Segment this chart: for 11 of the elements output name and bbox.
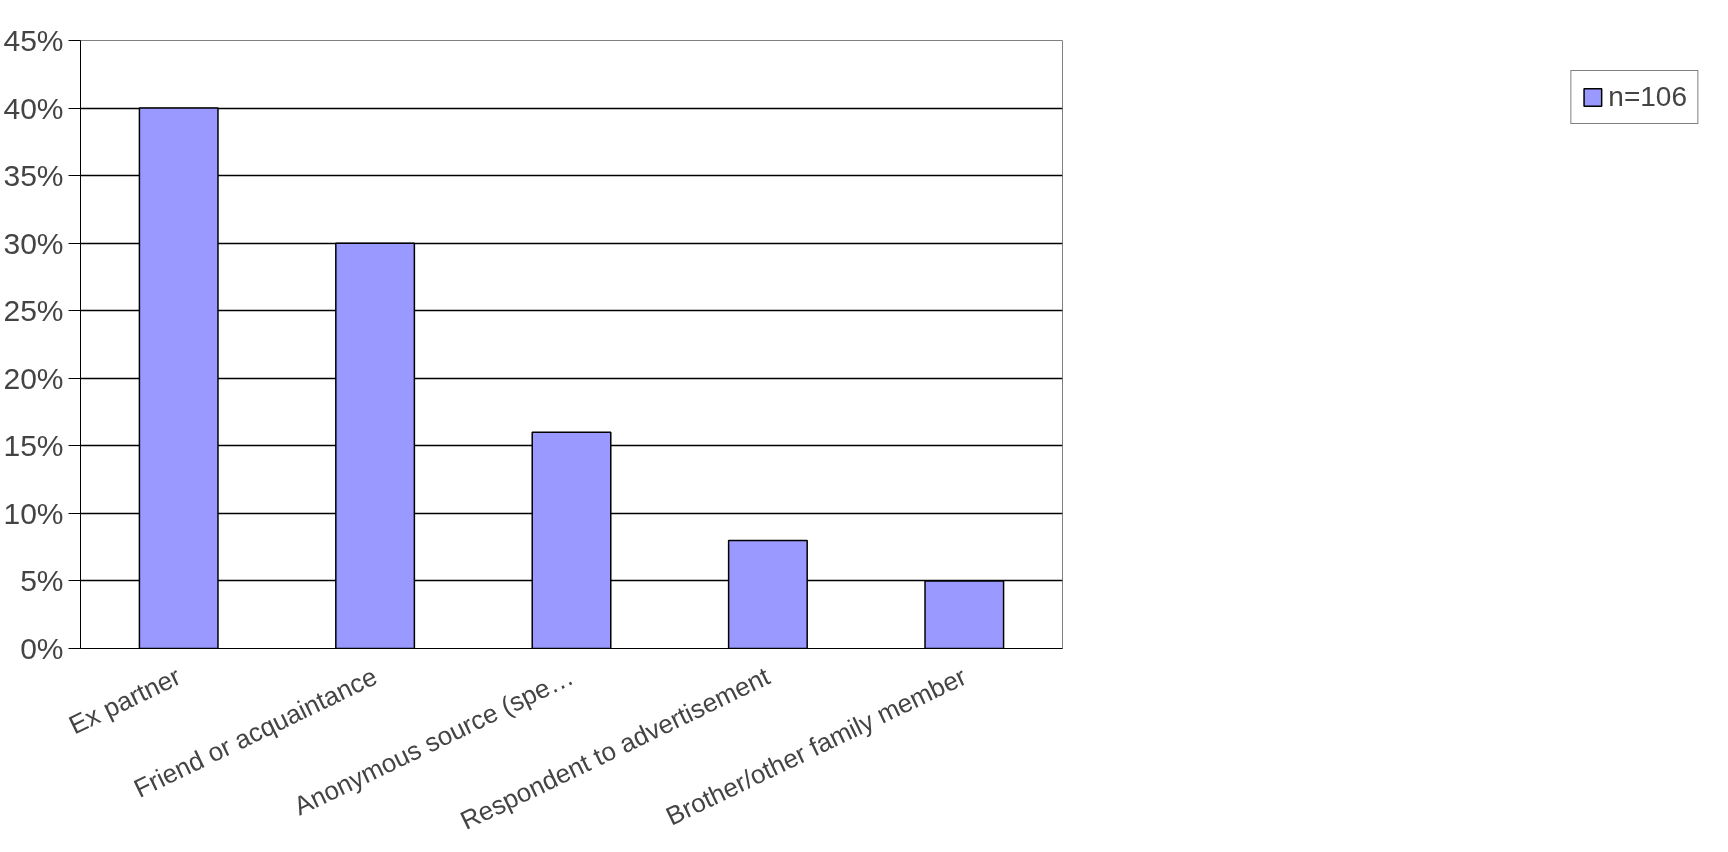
y-tick-label: 45% (3, 24, 64, 57)
y-tick-label: 25% (3, 294, 64, 328)
y-tick-label: 10% (3, 496, 64, 530)
y-tick-label: 15% (3, 429, 64, 463)
y-tick-label: 40% (3, 91, 64, 125)
y-tick-label: 20% (3, 361, 64, 395)
y-tick-label: 30% (3, 226, 64, 260)
y-tick-label: 5% (20, 564, 64, 598)
legend-label: n=106 (1608, 81, 1687, 113)
y-tick-label: 35% (3, 159, 64, 193)
y-tick-label: 0% (20, 632, 64, 665)
